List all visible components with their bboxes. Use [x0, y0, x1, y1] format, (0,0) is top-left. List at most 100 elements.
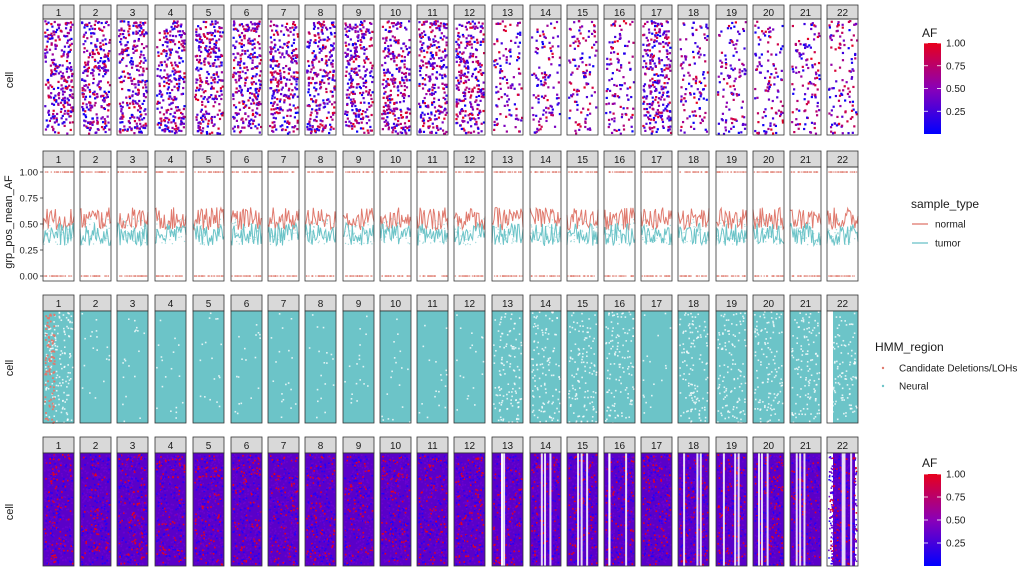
af-tile: [422, 117, 425, 120]
af-tile: [215, 65, 218, 68]
af-tile: [357, 39, 360, 42]
af-tile: [418, 82, 421, 86]
af-tile: [175, 21, 178, 25]
af-tile: [118, 53, 121, 56]
af-tile: [130, 63, 133, 66]
af-tile: [764, 76, 767, 80]
af-tile: [119, 105, 122, 108]
af-tile: [288, 131, 291, 134]
af-tile: [212, 79, 215, 82]
point-normal-low: [124, 275, 126, 277]
af-tile: [251, 48, 254, 51]
af-tile: [217, 75, 220, 78]
af-tile: [538, 66, 541, 69]
af-tile: [213, 25, 216, 29]
point-normal-low: [203, 275, 206, 277]
af-tile: [178, 56, 181, 60]
af-tile: [212, 73, 215, 76]
af-tile: [178, 74, 181, 78]
af-tile: [108, 38, 112, 42]
point-normal-low: [135, 275, 137, 277]
af-tile: [45, 22, 48, 26]
af-tile: [407, 119, 411, 123]
facet-strip-label: 3: [130, 155, 136, 166]
af-tile: [47, 113, 51, 116]
af-tile: [455, 122, 458, 125]
af-tile: [52, 30, 55, 33]
af-tile: [306, 128, 309, 131]
af-tile: [516, 93, 520, 96]
af-tile: [271, 97, 274, 100]
af-tile: [47, 21, 50, 24]
af-tile: [661, 93, 664, 97]
af-tile: [60, 49, 63, 52]
af-tile: [547, 76, 550, 79]
af-tile: [289, 27, 292, 30]
af-tile: [281, 53, 284, 56]
af-tile: [815, 114, 819, 117]
af-tile: [659, 74, 662, 77]
facet-panel-border: [566, 18, 599, 136]
af-tile: [177, 30, 180, 33]
af-tile: [816, 101, 819, 105]
af-tile: [176, 65, 179, 68]
af-tile: [653, 28, 657, 31]
af-tile: [195, 116, 198, 119]
af-tile: [363, 101, 366, 104]
af-tile: [642, 25, 645, 28]
af-tile: [348, 63, 351, 66]
af-tile: [292, 104, 295, 107]
af-tile: [666, 91, 669, 94]
af-tile: [667, 115, 670, 118]
point-normal-low: [70, 275, 73, 277]
af-tile: [431, 67, 435, 70]
af-tile: [328, 38, 331, 41]
facet-panel-chr18: 18: [677, 4, 710, 136]
af-tile: [650, 20, 653, 23]
af-tile: [277, 48, 280, 51]
point-tumor: [179, 218, 181, 221]
af-tiles: [455, 20, 486, 135]
af-tile: [276, 91, 279, 94]
af-tile: [132, 32, 135, 35]
af-tile: [273, 101, 276, 104]
af-tile: [669, 59, 672, 62]
point-normal-high: [56, 171, 58, 173]
af-tile: [493, 42, 496, 46]
af-tile: [576, 123, 580, 126]
af-tile: [234, 78, 237, 82]
af-tile: [765, 130, 768, 133]
af-tile: [291, 61, 294, 64]
af-tile: [172, 39, 175, 42]
point-tumor: [203, 242, 205, 244]
af-tile: [269, 71, 272, 74]
af-tile: [133, 116, 136, 119]
af-tile: [195, 98, 198, 101]
af-tile: [139, 53, 143, 56]
af-tile: [757, 121, 760, 124]
point-normal-low: [48, 275, 51, 277]
af-tile: [818, 34, 821, 38]
af-tile: [505, 61, 508, 64]
af-tile: [574, 129, 577, 132]
af-tile: [212, 49, 215, 53]
af-tile: [234, 112, 237, 115]
af-tile: [173, 20, 176, 23]
af-tile: [736, 39, 739, 42]
af-tile: [44, 54, 47, 58]
af-tile: [444, 56, 447, 59]
af-tile: [754, 54, 758, 57]
af-tile: [663, 82, 666, 85]
af-tile: [360, 29, 363, 32]
af-tile: [357, 83, 360, 86]
af-tile: [702, 88, 705, 91]
af-tile: [424, 105, 427, 108]
af-tile: [232, 117, 236, 120]
af-tile: [385, 71, 388, 74]
af-tile: [437, 128, 440, 132]
af-tile: [618, 83, 622, 87]
af-tile: [207, 82, 210, 86]
af-tile: [317, 45, 320, 48]
af-tile: [102, 67, 105, 70]
af-tile: [216, 113, 219, 116]
